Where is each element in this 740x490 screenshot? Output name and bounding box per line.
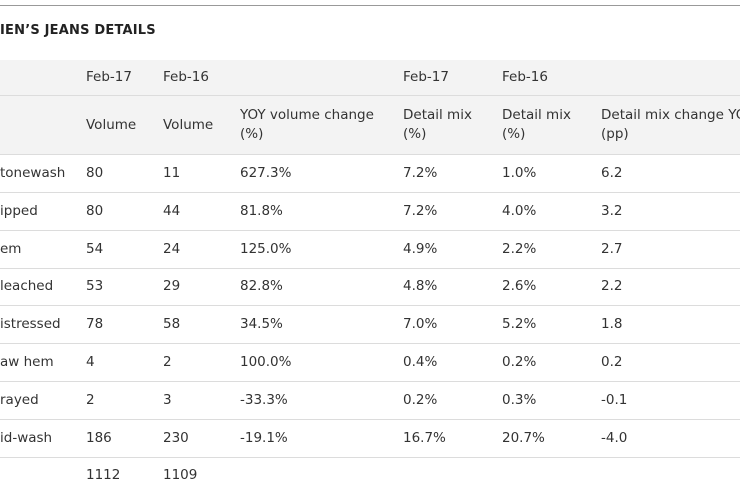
table-cell: 1109: [163, 467, 198, 484]
table-cell: 81.8%: [240, 202, 283, 219]
table-cell: -0.1: [601, 391, 628, 408]
table-row: istressed 78 58 34.5% 7.0% 5.2% 1.8: [0, 306, 740, 345]
table-cell: -4.0: [601, 429, 628, 446]
table-cell: -33.3%: [240, 391, 288, 408]
table-cell: istressed: [0, 316, 61, 333]
table-cell: 2.2%: [502, 240, 537, 257]
table-row: aw hem 4 2 100.0% 0.4% 0.2% 0.2: [0, 344, 740, 382]
header-row: Feb-17 Feb-16 Feb-17 Feb-16: [0, 60, 740, 96]
table-cell: rayed: [0, 391, 39, 408]
table-cell: ipped: [0, 202, 38, 219]
table-row: rayed 2 3 -33.3% 0.2% 0.3% -0.1: [0, 382, 740, 420]
table-cell: 186: [86, 429, 112, 446]
table-cell: Volume: [86, 116, 137, 133]
table-cell: 80: [86, 165, 104, 181]
table-cell: 0.2: [601, 354, 623, 370]
table-cell: 4: [86, 354, 95, 370]
table-cell: tonewash: [0, 165, 66, 181]
table-row: ipped 80 44 81.8% 7.2% 4.0% 3.2: [0, 193, 740, 231]
table-cell: 44: [163, 202, 181, 219]
table-row: em 54 24 125.0% 4.9% 2.2% 2.7: [0, 231, 740, 269]
table-cell: 2.7: [601, 240, 623, 257]
table-cell: 54: [86, 240, 104, 257]
table-cell: 80: [86, 202, 104, 219]
table-cell: 4.9%: [403, 240, 438, 257]
table-cell: Detail mix (%): [502, 107, 571, 142]
table-cell: 2.2: [601, 278, 623, 295]
table-cell: 627.3%: [240, 165, 292, 181]
table-cell: 125.0%: [240, 240, 292, 257]
table-cell: 2: [163, 354, 172, 370]
table-cell: 78: [86, 316, 104, 333]
table-row: tonewash 80 11 627.3% 7.2% 1.0% 6.2: [0, 155, 740, 193]
table-cell: id-wash: [0, 429, 53, 446]
table-cell: em: [0, 240, 22, 257]
table-cell: 11: [163, 165, 181, 181]
table-cell: 1.0%: [502, 165, 537, 181]
table-cell: Detail mix (%): [403, 107, 472, 142]
table-cell: leached: [0, 278, 54, 295]
table-cell: 5.2%: [502, 316, 537, 333]
table-cell: 0.2%: [502, 354, 537, 370]
table-cell: 0.4%: [403, 354, 438, 370]
table-cell: 58: [163, 316, 181, 333]
table-cell: 100.0%: [240, 354, 292, 370]
table-title: IEN’S JEANS DETAILS: [0, 23, 156, 38]
table-cell: Feb-16: [163, 69, 209, 85]
table-cell: 7.0%: [403, 316, 438, 333]
table-cell: Detail mix change YO (pp): [601, 107, 740, 142]
table-cell: Feb-16: [502, 69, 548, 85]
table-cell: 1112: [86, 467, 121, 484]
table-cell: 34.5%: [240, 316, 283, 333]
table-cell: 230: [163, 429, 189, 446]
table-cell: 20.7%: [502, 429, 545, 446]
table-cell: Feb-17: [403, 69, 449, 85]
table-cell: aw hem: [0, 354, 54, 370]
table-row: 1112 1109: [0, 457, 740, 490]
table-cell: 2.6%: [502, 278, 537, 295]
table-cell: 0.3%: [502, 391, 537, 408]
table-cell: 3: [163, 391, 172, 408]
table-cell: Volume: [163, 116, 214, 133]
table-cell: 82.8%: [240, 278, 283, 295]
table-cell: Feb-17: [86, 69, 132, 85]
table-cell: 6.2: [601, 165, 623, 181]
table-cell: 3.2: [601, 202, 623, 219]
table-cell: 16.7%: [403, 429, 446, 446]
top-rule: [0, 5, 740, 6]
table-cell: 2: [86, 391, 95, 408]
table-cell: 29: [163, 278, 181, 295]
table-cell: 53: [86, 278, 104, 295]
table-cell: 7.2%: [403, 202, 438, 219]
table-cell: 7.2%: [403, 165, 438, 181]
table-cell: 24: [163, 240, 181, 257]
table-cell: 1.8: [601, 316, 623, 333]
table-cell: YOY volume change (%): [240, 107, 374, 142]
table-row: id-wash 186 230 -19.1% 16.7% 20.7% -4.0: [0, 420, 740, 458]
table-cell: 4.8%: [403, 278, 438, 295]
table-cell: -19.1%: [240, 429, 288, 446]
table-cell: 4.0%: [502, 202, 537, 219]
header-row: Volume Volume YOY volume change (%) Detail …: [0, 96, 740, 155]
table-cell: 0.2%: [403, 391, 438, 408]
table-row: leached 53 29 82.8% 4.8% 2.6% 2.2: [0, 268, 740, 307]
